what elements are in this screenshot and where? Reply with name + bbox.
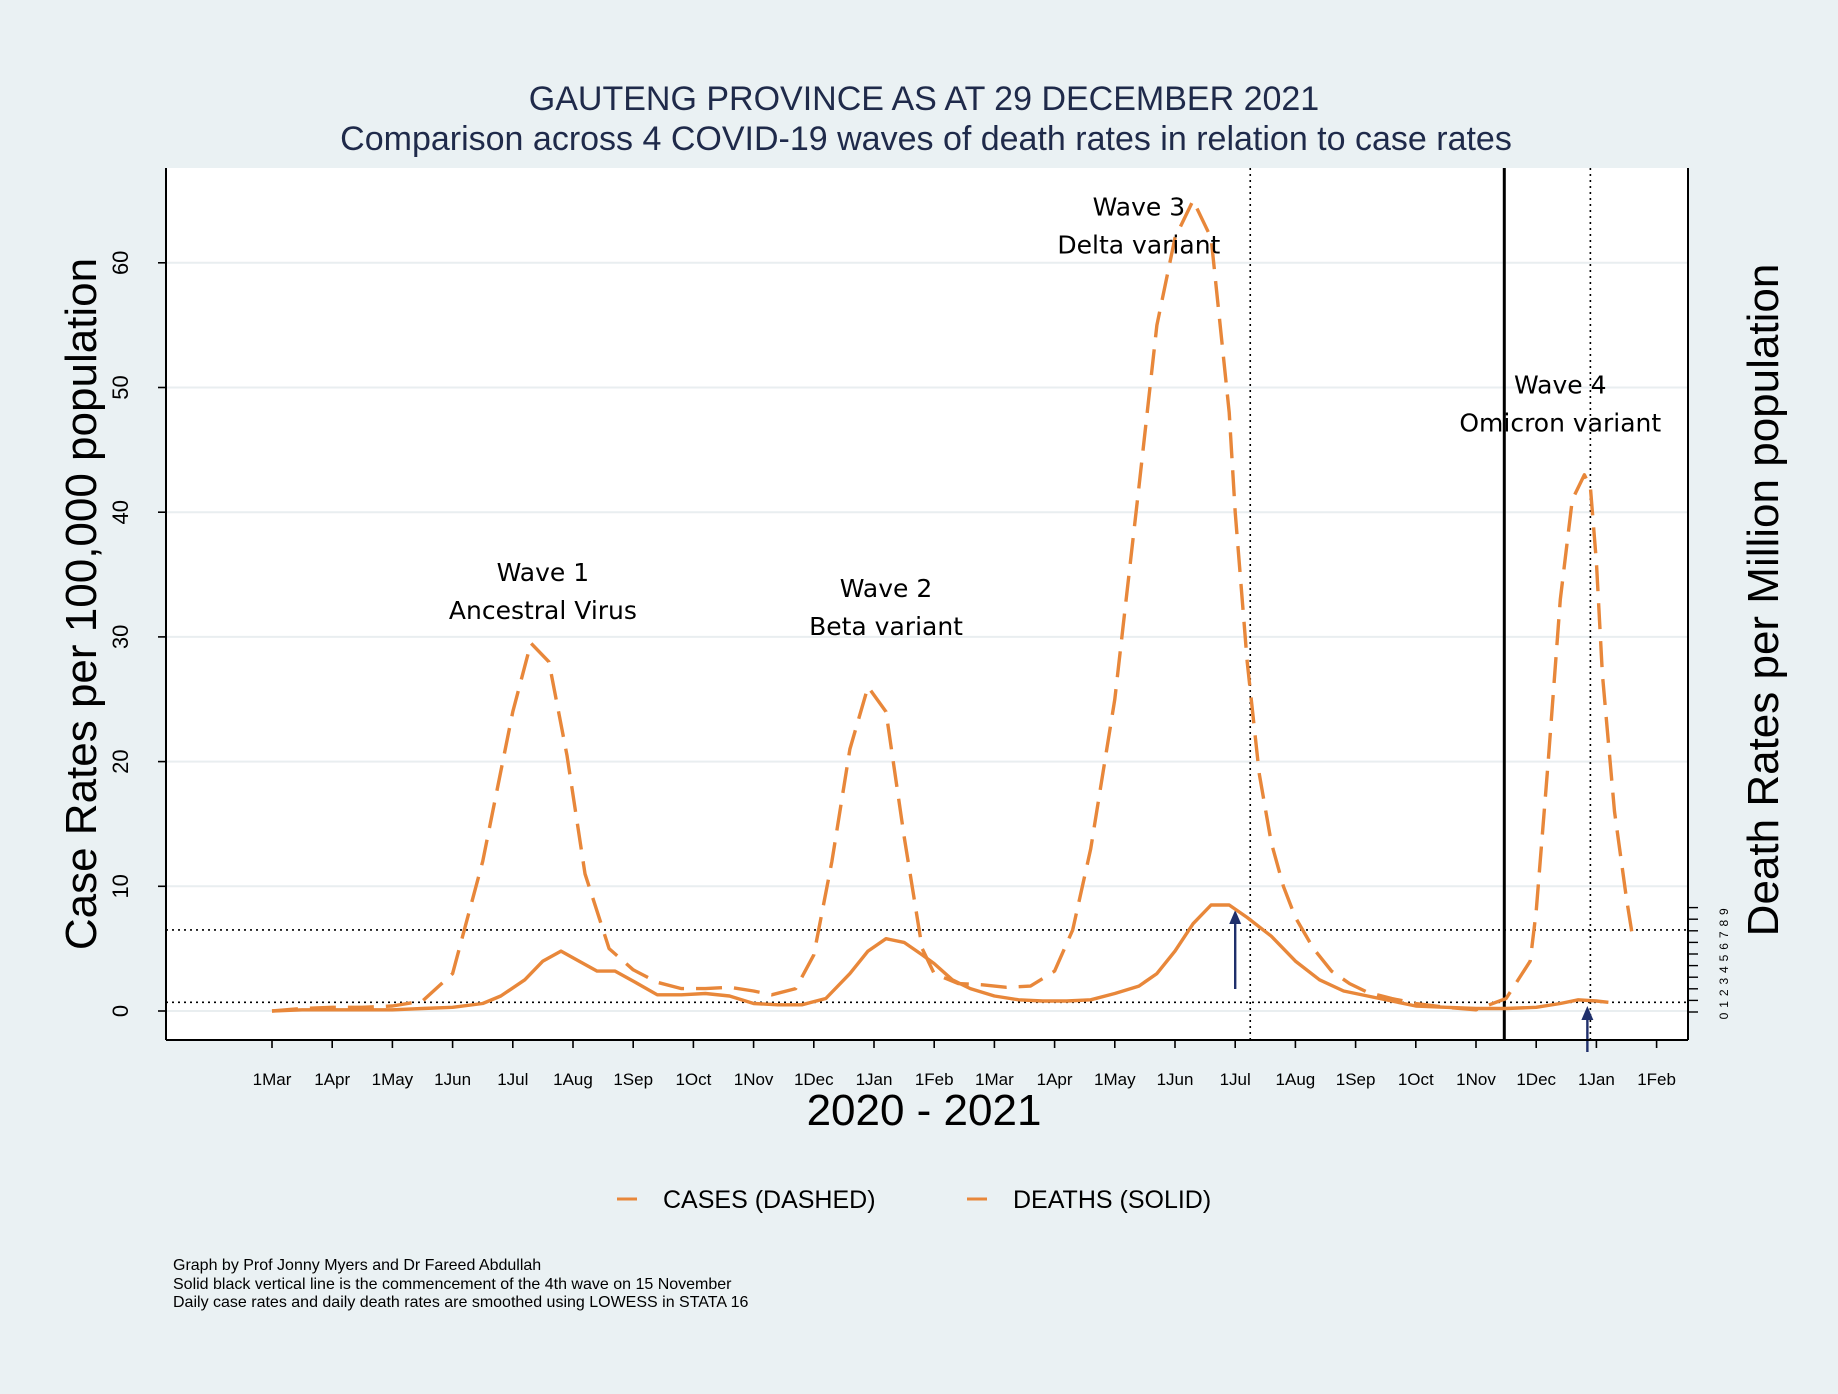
series-layer: [271, 198, 1635, 1013]
y2-tick-label: 3: [1717, 978, 1731, 985]
x-tick-label: 1Sep: [613, 1070, 653, 1089]
cases-series-line: [271, 198, 1635, 1013]
footnote-line: Graph by Prof Jonny Myers and Dr Fareed …: [173, 1257, 541, 1274]
x-tick-label: 1Jan: [1578, 1070, 1615, 1089]
wave-label-title: Wave 4: [1514, 371, 1606, 400]
arrow-head: [1581, 1006, 1594, 1020]
wave-label-title: Wave 1: [497, 558, 589, 587]
x-tick-label: 1Oct: [675, 1070, 711, 1089]
y2-tick-label: 8: [1717, 920, 1731, 927]
arrow-head: [1229, 910, 1242, 924]
x-tick-label: 1Aug: [553, 1070, 593, 1089]
y-tick-label: 20: [108, 749, 133, 773]
y2-tick-label: 6: [1717, 943, 1731, 950]
y-ticks: 0 10 20 30 40 50 60: [108, 251, 166, 1017]
x-ticks: 1Mar 1Apr 1May 1Jun 1Jul 1Aug 1Sep 1Oct 1Nov 1Dec…: [253, 1040, 1676, 1089]
y2-axis-label: Death Rates per Million population: [1739, 264, 1788, 937]
wave-annotations: Wave 1 Ancestral Virus Wave 2 Beta variant W…: [449, 192, 1662, 641]
x-tick-label: 1Mar: [975, 1070, 1014, 1089]
footnote-line: Solid black vertical line is the commenc…: [173, 1276, 732, 1293]
reference-lines: [166, 168, 1688, 1052]
x-tick-label: 1Jun: [1157, 1070, 1194, 1089]
legend: CASES (DASHED) DEATHS (SOLID): [617, 1186, 1211, 1214]
y2-tick-label: 0: [1717, 1012, 1731, 1019]
wave-label-variant: Omicron variant: [1459, 409, 1661, 438]
footnote-line: Daily case rates and daily death rates a…: [173, 1294, 749, 1311]
deaths-series-line: [271, 903, 1609, 1013]
x-tick-label: 1Nov: [734, 1070, 774, 1089]
y-tick-label: 50: [108, 375, 133, 399]
x-tick-label: 1Oct: [1398, 1070, 1434, 1089]
y2-tick-label: 4: [1717, 966, 1731, 973]
x-tick-label: 1Feb: [1637, 1070, 1676, 1089]
wave-label-title: Wave 2: [840, 574, 932, 603]
wave-label-variant: Beta variant: [809, 612, 963, 641]
footnotes: Graph by Prof Jonny Myers and Dr Fareed …: [173, 1257, 749, 1311]
legend-label-cases: CASES (DASHED): [663, 1186, 876, 1214]
chart-title: GAUTENG PROVINCE AS AT 29 DECEMBER 2021: [529, 80, 1319, 118]
x-tick-label: 1May: [1094, 1070, 1136, 1089]
y2-ticks: 0 1 2 3 4 5 6 7 8 9: [1688, 906, 1731, 1019]
y-tick-label: 40: [108, 500, 133, 524]
x-tick-label: 1Jul: [497, 1070, 528, 1089]
y2-tick-label: 7: [1717, 931, 1731, 938]
y-tick-label: 10: [108, 874, 133, 898]
y-tick-label: 30: [108, 625, 133, 649]
wave-label-title: Wave 3: [1093, 192, 1185, 221]
wave-label-variant: Ancestral Virus: [449, 596, 637, 625]
chart-subtitle: Comparison across 4 COVID-19 waves of de…: [340, 120, 1512, 158]
y-tick-label: 60: [108, 251, 133, 275]
x-tick-label: 1Dec: [794, 1070, 834, 1089]
x-tick-label: 1Mar: [253, 1070, 292, 1089]
y2-tick-label: 2: [1717, 989, 1731, 996]
x-tick-label: 1Dec: [1516, 1070, 1556, 1089]
x-tick-label: 1Nov: [1456, 1070, 1496, 1089]
x-tick-label: 1Jun: [434, 1070, 471, 1089]
gridlines: [166, 261, 1688, 1012]
x-tick-label: 1Feb: [915, 1070, 954, 1089]
x-tick-label: 1May: [372, 1070, 414, 1089]
x-tick-label: 1Jul: [1220, 1070, 1251, 1089]
y-tick-label: 0: [108, 1005, 133, 1017]
y2-tick-label: 5: [1717, 954, 1731, 961]
wave-label-variant: Delta variant: [1057, 230, 1220, 259]
x-tick-label: 1Sep: [1336, 1070, 1376, 1089]
x-tick-label: 1Apr: [1037, 1070, 1073, 1089]
x-tick-label: 1Apr: [314, 1070, 350, 1089]
plot-area: [166, 168, 1688, 1040]
x-tick-label: 1Jan: [856, 1070, 893, 1089]
x-axis-label: 2020 - 2021: [807, 1086, 1042, 1135]
x-tick-label: 1Aug: [1276, 1070, 1316, 1089]
y-axis-label: Case Rates per 100,000 population: [57, 258, 106, 950]
legend-label-deaths: DEATHS (SOLID): [1013, 1186, 1211, 1214]
y2-tick-label: 9: [1717, 908, 1731, 915]
y2-tick-label: 1: [1717, 1001, 1731, 1008]
